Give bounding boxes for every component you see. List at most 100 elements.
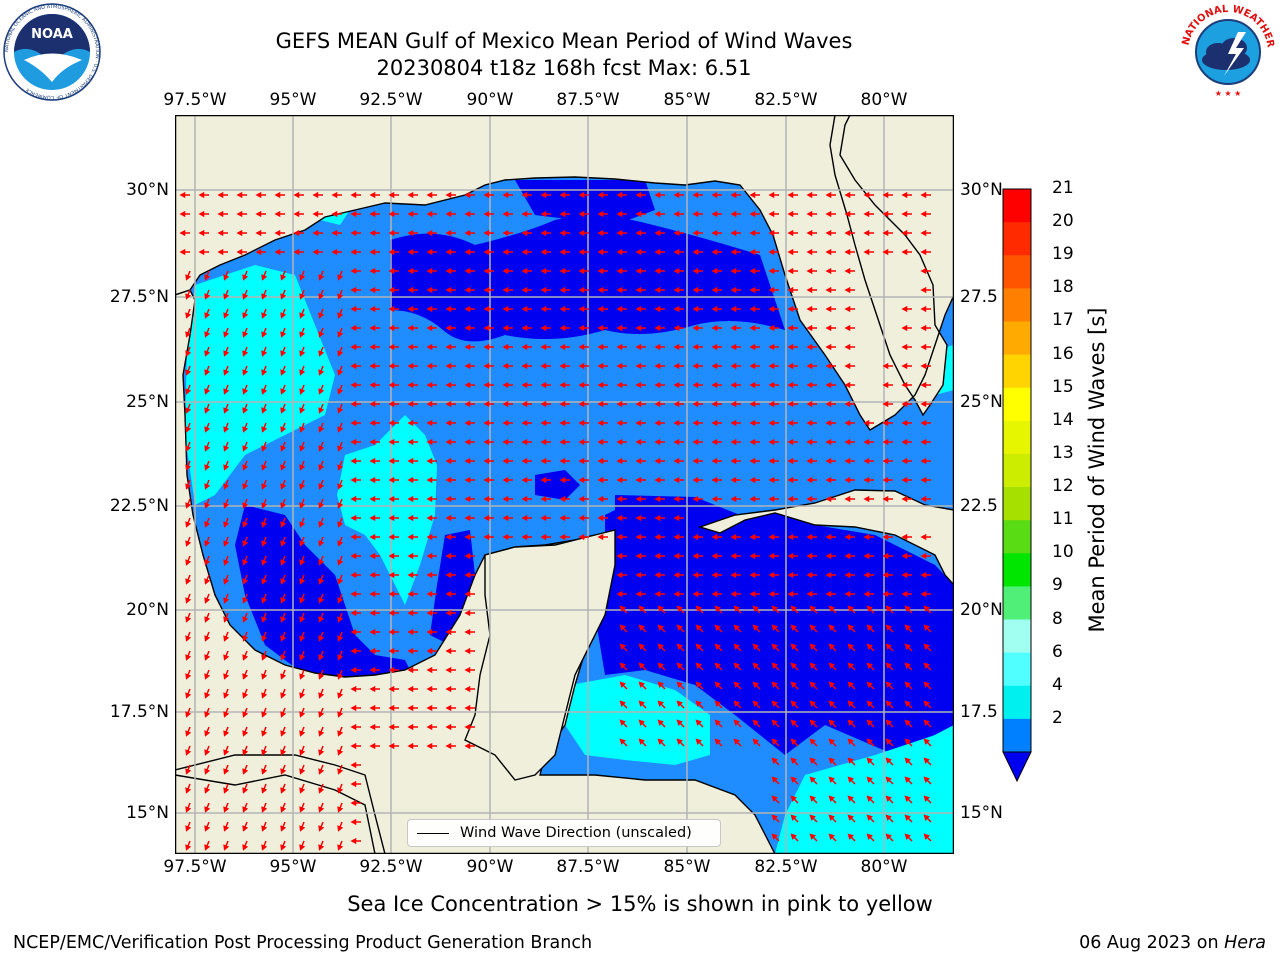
wave-arrow-head bbox=[261, 711, 268, 718]
wave-arrow-head bbox=[749, 210, 756, 218]
wave-arrow-head bbox=[261, 502, 268, 509]
wave-arrow-head bbox=[223, 407, 230, 414]
wave-arrow-head bbox=[483, 305, 490, 313]
wave-arrow-head bbox=[280, 369, 287, 376]
wave-arrow-head bbox=[638, 719, 645, 726]
wave-arrow-head bbox=[350, 210, 357, 218]
wave-arrow-head bbox=[768, 438, 775, 446]
wave-arrow-head bbox=[242, 787, 249, 794]
wave-arrow-head bbox=[242, 711, 249, 718]
wave-arrow-head bbox=[337, 521, 344, 528]
wave-arrow-head bbox=[920, 305, 927, 313]
wave-arrow-head bbox=[711, 343, 718, 351]
wave-arrow-head bbox=[407, 533, 414, 541]
wave-arrow-head bbox=[223, 445, 230, 452]
wave-arrow-head bbox=[597, 362, 604, 370]
wave-arrow-head bbox=[464, 590, 471, 598]
wave-arrow-head bbox=[312, 191, 319, 199]
wave-arrow-head bbox=[318, 768, 325, 775]
wave-arrow-head bbox=[426, 438, 433, 446]
wave-arrow-head bbox=[198, 248, 205, 256]
wave-arrow-head bbox=[885, 605, 892, 612]
wave-arrow-head bbox=[920, 210, 927, 218]
wave-arrow-head bbox=[350, 742, 357, 750]
wave-arrow-head bbox=[752, 643, 759, 650]
wave-arrow-head bbox=[388, 628, 395, 636]
wave-arrow-head bbox=[923, 700, 930, 707]
wave-arrow-head bbox=[787, 305, 794, 313]
wave-arrow-head bbox=[923, 719, 930, 726]
wave-arrow-head bbox=[809, 738, 816, 745]
wave-arrow-head bbox=[540, 514, 547, 522]
wave-arrow-head bbox=[657, 700, 664, 707]
wave-arrow-head bbox=[445, 628, 452, 636]
wave-arrow-head bbox=[920, 495, 927, 503]
wave-arrow-head bbox=[920, 457, 927, 465]
wave-arrow-head bbox=[426, 362, 433, 370]
wave-arrow-head bbox=[657, 605, 664, 612]
wave-arrow-head bbox=[293, 210, 300, 218]
wave-arrow-head bbox=[464, 685, 471, 693]
wave-arrow-head bbox=[540, 400, 547, 408]
wave-arrow-head bbox=[616, 305, 623, 313]
wave-arrow-head bbox=[806, 400, 813, 408]
wave-arrow-head bbox=[242, 616, 249, 623]
wave-arrow-head bbox=[369, 495, 376, 503]
wave-arrow-head bbox=[866, 795, 873, 802]
wave-arrow-head bbox=[673, 248, 680, 256]
wave-arrow-head bbox=[337, 312, 344, 319]
wave-arrow-head bbox=[752, 700, 759, 707]
wave-arrow-head bbox=[185, 445, 192, 452]
wave-arrow-head bbox=[337, 502, 344, 509]
wave-arrow-head bbox=[749, 267, 756, 275]
wave-arrow-head bbox=[350, 457, 357, 465]
wave-arrow-head bbox=[540, 533, 547, 541]
wave-arrow-head bbox=[749, 286, 756, 294]
wave-arrow-head bbox=[217, 210, 224, 218]
wave-arrow-head bbox=[863, 248, 870, 256]
wave-arrow-head bbox=[185, 426, 192, 433]
wave-arrow-head bbox=[885, 738, 892, 745]
wave-arrow-head bbox=[695, 719, 702, 726]
wave-arrow-head bbox=[749, 533, 756, 541]
wave-arrow-head bbox=[261, 692, 268, 699]
wave-arrow-head bbox=[559, 495, 566, 503]
wave-arrow-head bbox=[185, 578, 192, 585]
colorbar-tick: 6 bbox=[1052, 641, 1063, 662]
wave-arrow-head bbox=[223, 635, 230, 642]
wave-arrow-head bbox=[350, 818, 357, 826]
colorbar-tick: 18 bbox=[1052, 277, 1074, 298]
wave-arrow-head bbox=[445, 343, 452, 351]
wave-arrow-head bbox=[388, 476, 395, 484]
wave-arrow-head bbox=[337, 445, 344, 452]
wave-arrow-head bbox=[242, 274, 249, 281]
wave-arrow-head bbox=[318, 293, 325, 300]
wave-arrow-head bbox=[901, 305, 908, 313]
wave-arrow-head bbox=[483, 533, 490, 541]
wave-arrow-head bbox=[923, 814, 930, 821]
wave-arrow-head bbox=[730, 191, 737, 199]
wave-arrow-head bbox=[616, 590, 623, 598]
wave-arrow-head bbox=[242, 749, 249, 756]
wave-arrow-head bbox=[901, 419, 908, 427]
wave-arrow-head bbox=[901, 362, 908, 370]
lat-label: 20°N bbox=[126, 600, 169, 620]
wave-arrow-head bbox=[768, 533, 775, 541]
wave-arrow-head bbox=[676, 624, 683, 631]
wave-arrow-head bbox=[261, 350, 268, 357]
wave-arrow-head bbox=[280, 787, 287, 794]
wave-arrow-head bbox=[711, 210, 718, 218]
wave-arrow-head bbox=[923, 662, 930, 669]
wave-arrow-head bbox=[445, 457, 452, 465]
wave-arrow-head bbox=[223, 844, 230, 851]
colorbar-segment bbox=[1003, 354, 1031, 389]
wave-arrow-head bbox=[692, 362, 699, 370]
wave-arrow-head bbox=[866, 605, 873, 612]
wave-arrow-head bbox=[768, 400, 775, 408]
wave-arrow-head bbox=[223, 768, 230, 775]
wave-arrow-head bbox=[388, 495, 395, 503]
wave-arrow-head bbox=[559, 248, 566, 256]
wave-arrow-head bbox=[863, 419, 870, 427]
colorbar-segment bbox=[1003, 487, 1031, 521]
wave-arrow-head bbox=[635, 191, 642, 199]
